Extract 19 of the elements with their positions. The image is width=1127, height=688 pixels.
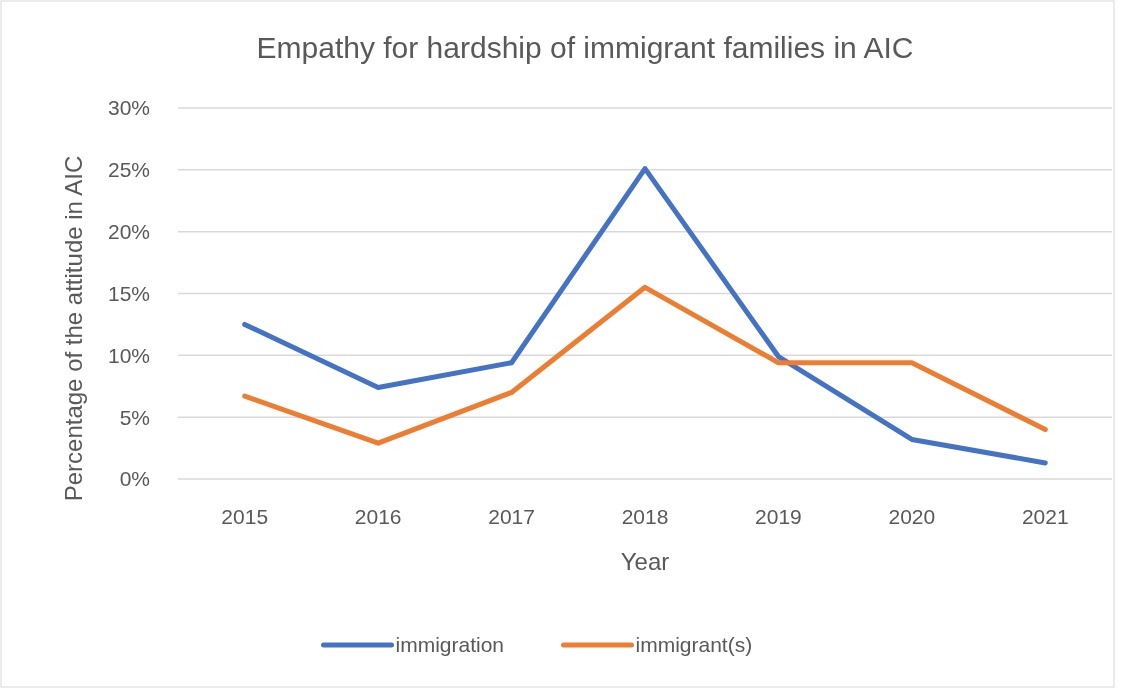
x-tick-label: 2021 <box>1021 505 1069 528</box>
legend-label: immigrant(s) <box>635 633 753 657</box>
y-tick-label: 15% <box>107 281 150 305</box>
x-tick-label: 2020 <box>888 505 936 528</box>
y-tick-label: 10% <box>107 343 150 367</box>
y-tick-label: 20% <box>107 220 150 244</box>
y-tick-label: 5% <box>119 405 150 429</box>
y-axis-title: Percentage of the attitude in AIC <box>60 155 87 502</box>
x-tick-label: 2016 <box>354 505 402 528</box>
x-tick-label: 2017 <box>488 505 535 528</box>
y-tick-label: 30% <box>107 96 150 120</box>
x-tick-label: 2018 <box>621 505 669 528</box>
x-axis-title: Year <box>620 548 670 575</box>
y-tick-label: 0% <box>119 467 150 491</box>
x-tick-label: 2015 <box>221 505 269 528</box>
chart-title: Empathy for hardship of immigrant families in AIC <box>256 31 914 64</box>
legend-label: immigration <box>395 633 505 657</box>
y-tick-label: 25% <box>107 158 150 182</box>
x-tick-label: 2019 <box>755 505 802 528</box>
